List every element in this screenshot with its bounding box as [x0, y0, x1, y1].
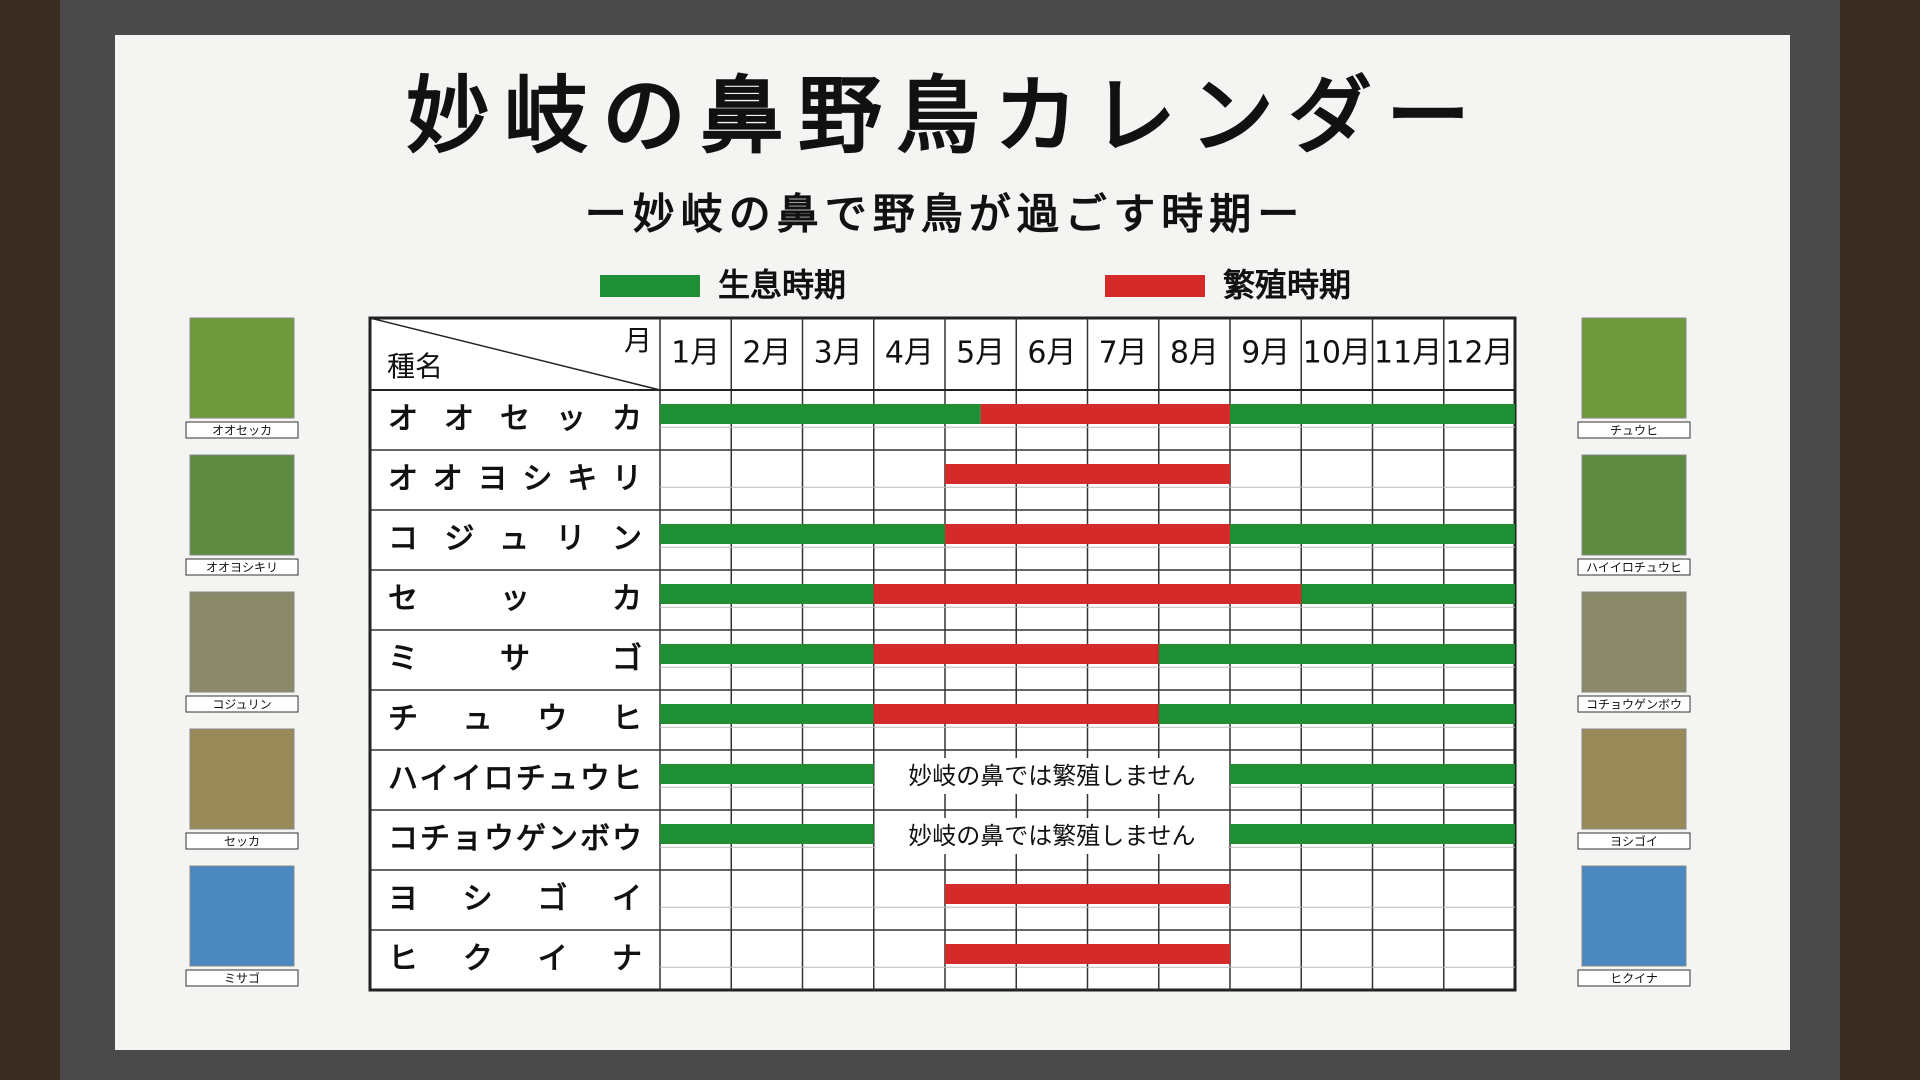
legend-swatch — [1105, 275, 1205, 297]
species-header: 種名 — [387, 350, 443, 383]
caption-box — [1577, 421, 1691, 439]
photo-caption: ヨシゴイ — [1610, 834, 1658, 849]
breeding-bar — [873, 644, 1159, 664]
bird-photo — [1581, 454, 1687, 556]
bird-photo — [1581, 865, 1687, 967]
note-bg — [875, 758, 1228, 794]
caption-box — [185, 695, 299, 713]
month-label: 3月 — [814, 336, 863, 371]
photo-caption: セッカ — [224, 835, 260, 849]
legend-label: 生息時期 — [718, 266, 846, 304]
month-label: 4月 — [885, 336, 934, 371]
bird-photo — [189, 317, 295, 419]
photo-caption: コジュリン — [212, 698, 271, 712]
habitat-bar — [1301, 584, 1515, 604]
month-header: 月 — [624, 324, 652, 357]
month-label: 12月 — [1445, 336, 1513, 371]
month-label: 10月 — [1303, 336, 1371, 371]
habitat-bar — [660, 644, 874, 664]
habitat-bar — [1230, 404, 1515, 424]
caption-box — [185, 421, 299, 439]
month-label: 1月 — [671, 336, 720, 371]
month-label: 7月 — [1099, 336, 1148, 371]
month-label: 2月 — [742, 336, 791, 371]
habitat-bar — [1230, 524, 1515, 544]
habitat-bar — [660, 764, 874, 784]
breeding-bar — [945, 944, 1230, 964]
legend-swatch — [600, 275, 700, 297]
bird-photo — [1581, 317, 1687, 419]
breeding-bar — [945, 524, 1230, 544]
month-label: 11月 — [1374, 336, 1442, 371]
month-label: 6月 — [1027, 336, 1076, 371]
caption-box — [185, 969, 299, 987]
breeding-bar — [945, 464, 1230, 484]
note: 妙岐の鼻では繁殖しません — [908, 762, 1195, 790]
caption-box — [185, 558, 299, 576]
note-bg — [875, 818, 1228, 854]
title: 妙岐の鼻野鳥カレンダー — [406, 67, 1484, 165]
note: 妙岐の鼻では繁殖しません — [908, 822, 1195, 850]
month-label: 9月 — [1241, 336, 1290, 371]
caption-box — [1577, 558, 1691, 576]
species-name: ハイイロチュウヒ — [388, 762, 642, 797]
caption-box — [1577, 695, 1691, 713]
bird-photo — [189, 591, 295, 693]
legend-label: 繁殖時期 — [1223, 266, 1351, 304]
bird-photo — [1581, 728, 1687, 830]
photo-caption: オオヨシキリ — [206, 561, 278, 575]
bird-photo — [189, 728, 295, 830]
breeding-bar — [945, 884, 1230, 904]
photo-caption: オオセッカ — [212, 424, 272, 438]
habitat-bar — [660, 584, 874, 604]
habitat-bar — [660, 524, 945, 544]
habitat-bar — [1158, 704, 1515, 724]
caption-box — [185, 832, 299, 850]
habitat-bar — [660, 704, 874, 724]
habitat-bar — [660, 404, 981, 424]
habitat-bar — [1230, 764, 1515, 784]
bird-photo — [189, 454, 295, 556]
photo-caption: ヒクイナ — [1610, 972, 1658, 986]
habitat-bar — [1230, 824, 1515, 844]
caption-box — [1577, 969, 1691, 987]
breeding-bar — [873, 584, 1302, 604]
habitat-bar — [1158, 644, 1515, 664]
habitat-bar — [660, 824, 874, 844]
bird-photo — [1581, 591, 1687, 693]
photo-caption: チュウヒ — [1610, 424, 1658, 438]
caption-box — [1577, 832, 1691, 850]
breeding-bar — [873, 704, 1159, 724]
month-label: 8月 — [1170, 336, 1219, 371]
photo-caption: コチョウゲンボウ — [1586, 698, 1682, 712]
photo-caption: ミサゴ — [224, 971, 260, 986]
photo-caption: ハイイロチュウヒ — [1586, 561, 1682, 575]
bird-photo — [189, 865, 295, 967]
breeding-bar — [980, 404, 1230, 424]
subtitle: ー妙岐の鼻で野鳥が過ごす時期ー — [585, 190, 1305, 239]
month-label: 5月 — [956, 336, 1005, 371]
header-diagonal — [369, 317, 661, 391]
